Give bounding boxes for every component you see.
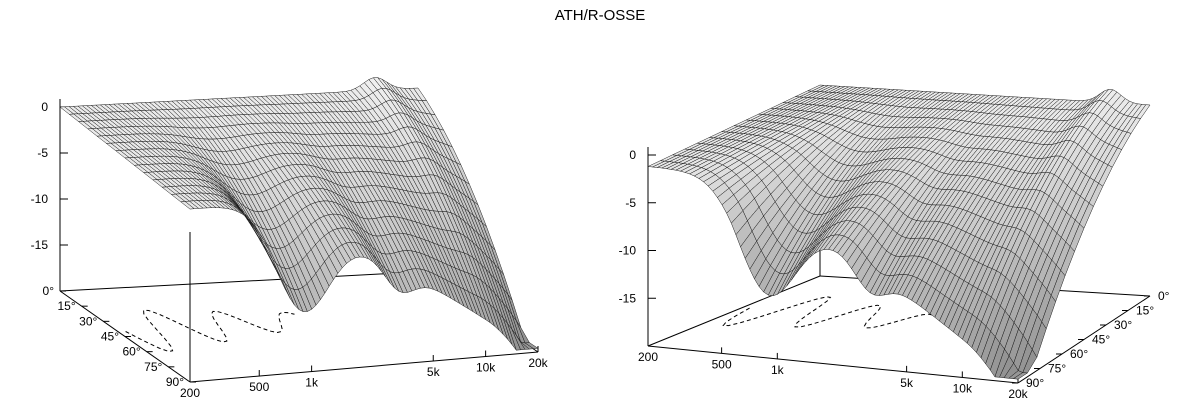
x-tick-label: 10k (953, 381, 973, 395)
surface-chart-right: 0 -5 -10 -15 200 500 1k 5k 10k 20k 0° 15° 30° 45° 60° 7… (619, 84, 1170, 401)
base-edge-side (647, 275, 821, 347)
y-tick-label: 30° (1114, 318, 1132, 332)
surface-chart-left: 0 -5 -10 -15 200 500 1k 5k 10k 20k 0°15°30° 45° 60°7… (31, 77, 549, 400)
x-tick-label: 500 (249, 380, 269, 394)
x-tick-label: 5k (900, 376, 914, 390)
z-tick-label: 0 (41, 100, 48, 114)
x-tick-label: 500 (712, 357, 732, 371)
surface-facet (1135, 104, 1151, 119)
base-contour (722, 296, 934, 329)
surface-facet (524, 342, 539, 349)
base-contour (125, 309, 295, 353)
surface-mesh (647, 84, 1151, 380)
chart-title: ATH/R-OSSE (554, 7, 646, 24)
x-tick-label: 200 (180, 386, 200, 400)
y-tick-label: 45° (101, 330, 119, 344)
y-tick-label: 90° (1026, 376, 1044, 390)
y-tick-label: 15° (1136, 304, 1154, 318)
y-tick-label: 30° (79, 314, 97, 328)
x-tick-label: 200 (638, 350, 658, 364)
x-tick-label: 10k (476, 361, 496, 375)
z-tick-label: 0 (629, 148, 636, 162)
y-tick-label: 0° (1158, 289, 1170, 303)
x-tick-label: 20k (528, 356, 548, 370)
base-edge-front (189, 351, 539, 383)
z-tick-label: -10 (619, 244, 637, 258)
y-tick-label: 60° (1070, 347, 1088, 361)
z-tick-label: -10 (31, 192, 49, 206)
z-tick-label: -5 (625, 196, 636, 210)
base-edge-back (59, 271, 419, 292)
base-edge-back (647, 345, 1019, 384)
z-tick-label: -15 (619, 291, 637, 305)
y-tick-label: 60° (123, 345, 141, 359)
x-tick-label: 1k (305, 376, 319, 390)
y-tick-label: 75° (144, 360, 162, 374)
surface-mesh (59, 77, 539, 351)
x-tick-label: 1k (771, 363, 785, 377)
y-tick-label: 75° (1048, 362, 1066, 376)
y-tick-label: 90° (166, 375, 184, 389)
y-tick-label: 15° (58, 299, 76, 313)
x-tick-label: 5k (427, 365, 441, 379)
z-tick-label: -5 (37, 146, 48, 160)
y-tick-label: 45° (1092, 333, 1110, 347)
z-tick-label: -15 (31, 238, 49, 252)
x-tick-label: 20k (1008, 387, 1028, 401)
y-tick-label: 0° (43, 284, 55, 298)
